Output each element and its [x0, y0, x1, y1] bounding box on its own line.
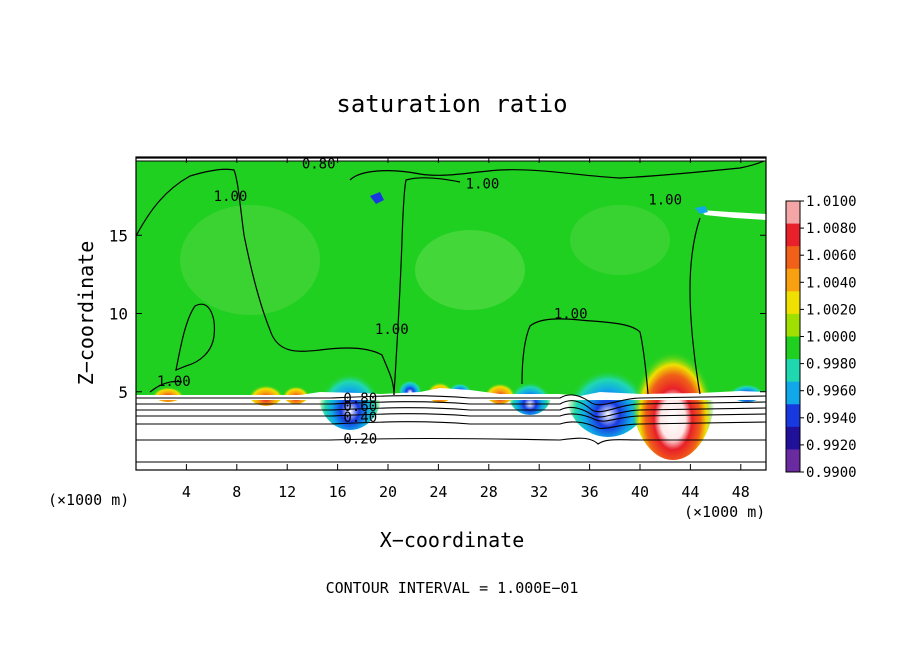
- colorbar-swatch: [786, 223, 800, 247]
- contour-label: 1.00: [157, 374, 191, 390]
- field-patch: [180, 205, 320, 315]
- surface-edge: [136, 388, 766, 400]
- contour-label: 0.20: [343, 432, 377, 448]
- x-tick-label: 48: [732, 483, 750, 501]
- contour-lines: [136, 159, 766, 396]
- colorbar-label: 0.9900: [806, 465, 857, 481]
- y-axis-ticks: 5 10 15: [109, 226, 766, 402]
- colorbar-label: 1.0080: [806, 221, 857, 237]
- colorbar-swatch: [786, 246, 800, 270]
- contour-label: 0.80: [302, 156, 336, 172]
- colorbar-swatch: [786, 359, 800, 383]
- y-tick-label: 15: [109, 226, 128, 245]
- contour-label: 0.80: [343, 391, 377, 407]
- contour-label: 0.40: [343, 410, 377, 426]
- colorbar-label: 1.0040: [806, 275, 857, 291]
- upper-blue-patch: [370, 192, 384, 204]
- contour-label: 1.00: [214, 189, 248, 205]
- colorbar: 1.0100 1.0080 1.0060 1.0040 1.0020 1.0000 0.99…: [785, 194, 857, 481]
- y-tick-label: 5: [118, 383, 128, 402]
- contour-labels: 0.801.001.001.001.001.001.000.800.600.40…: [157, 156, 682, 447]
- y-tick-label: 10: [109, 305, 128, 324]
- colorbar-swatch: [786, 449, 800, 473]
- colorbar-swatch: [786, 268, 800, 292]
- colorbar-label: 1.0060: [806, 248, 857, 264]
- colorbar-label: 1.0020: [806, 302, 857, 318]
- x-axis-label: X−coordinate: [380, 528, 525, 552]
- contour-label: 0.60: [343, 399, 377, 415]
- x-tick-label: 20: [379, 483, 397, 501]
- colorbar-label: 0.9960: [806, 384, 857, 400]
- colorbar-label: 1.0000: [806, 330, 857, 346]
- y-axis-label: Z−coordinate: [74, 241, 98, 386]
- contour-interval-note: CONTOUR INTERVAL = 1.000E−01: [326, 579, 579, 597]
- subsaturated-dip: [566, 347, 650, 437]
- colorbar-label: 0.9940: [806, 411, 857, 427]
- field-patch: [570, 205, 670, 275]
- warm-anomaly: [248, 378, 284, 406]
- top-band: [136, 157, 766, 161]
- colorbar-swatch: [786, 336, 800, 360]
- x-unit-right: (×1000 m): [684, 503, 765, 521]
- x-axis-ticks: 4 8 12 16 20 24 28 32 36 40 44 48: [182, 157, 750, 501]
- field-patch: [415, 230, 525, 310]
- cool-anomaly: [398, 374, 422, 398]
- colorbar-swatch: [786, 313, 800, 337]
- colorbar-swatch: [786, 201, 800, 225]
- x-tick-label: 24: [429, 483, 447, 501]
- contour-label: 1.00: [375, 322, 409, 338]
- contour-label: 1.00: [648, 192, 682, 208]
- x-tick-label: 44: [681, 483, 699, 501]
- colorbar-swatch: [786, 426, 800, 450]
- x-tick-label: 16: [329, 483, 347, 501]
- upper-cyan-patch: [695, 206, 708, 214]
- x-tick-label: 4: [182, 483, 191, 501]
- x-tick-label: 36: [581, 483, 599, 501]
- chart-title: saturation ratio: [336, 90, 567, 118]
- x-tick-label: 40: [631, 483, 649, 501]
- subsaturated-dip: [318, 354, 382, 430]
- contour-label: 1.00: [554, 307, 588, 323]
- lower-contour-lines: [136, 394, 766, 463]
- colorbar-label: 0.9920: [806, 438, 857, 454]
- plot-area: [136, 157, 766, 470]
- x-tick-label: 12: [278, 483, 296, 501]
- colorbar-swatch: [786, 381, 800, 405]
- x-unit-left: (×1000 m): [48, 491, 129, 509]
- x-tick-label: 8: [232, 483, 241, 501]
- warm-anomaly: [282, 380, 310, 404]
- upper-white-patch: [700, 210, 766, 220]
- x-tick-label: 32: [530, 483, 548, 501]
- colorbar-label: 0.9980: [806, 357, 857, 373]
- colorbar-swatch: [786, 404, 800, 428]
- contour-label: 1.00: [466, 177, 500, 193]
- colorbar-label: 1.0100: [806, 194, 857, 210]
- x-tick-label: 28: [480, 483, 498, 501]
- colorbar-swatch: [786, 291, 800, 315]
